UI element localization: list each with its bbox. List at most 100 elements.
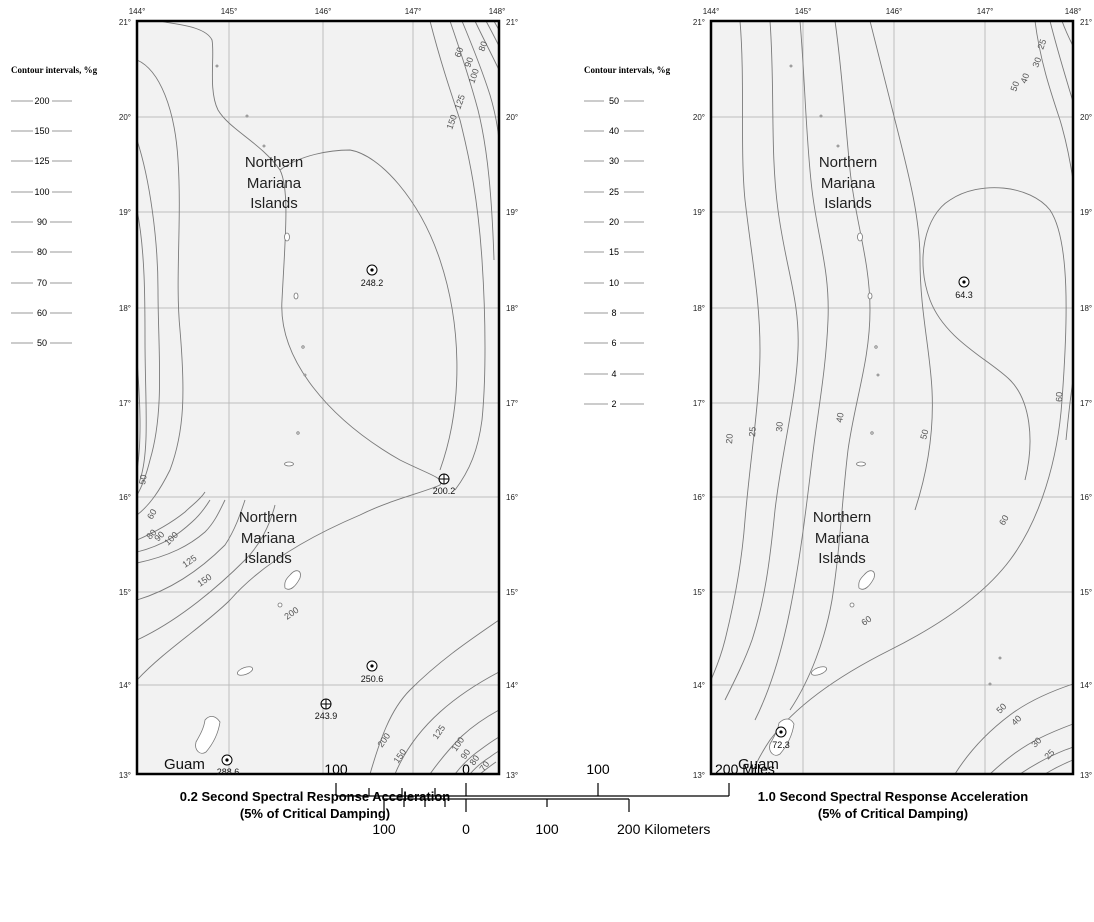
legend-title: Contour intervals, %g — [584, 65, 671, 75]
lon-tick: 145° — [221, 7, 238, 16]
legend-value: 20 — [609, 217, 619, 227]
scale-miles-label: 100 — [324, 761, 348, 777]
site-value: 64.3 — [955, 290, 973, 300]
lon-tick: 148° — [1065, 7, 1082, 16]
lat-tick: 13° — [119, 771, 131, 780]
lat-tick: 18° — [1080, 304, 1092, 313]
lat-tick: 13° — [693, 771, 705, 780]
islands — [195, 64, 307, 754]
lat-tick: 18° — [693, 304, 705, 313]
place-label-northern-mariana: Northern — [819, 154, 877, 171]
legend-value: 50 — [37, 338, 47, 348]
place-label-northern-mariana: Islands — [818, 550, 866, 567]
lat-tick: 20° — [119, 113, 131, 122]
scale-km-label: 100 — [535, 821, 559, 837]
scale-miles-label: 0 — [462, 761, 470, 777]
contour-label: 80 — [467, 753, 481, 767]
site-marker: 248.2 — [361, 264, 383, 288]
contour-label: 100 — [466, 67, 481, 85]
lat-tick: 14° — [119, 681, 131, 690]
legend-value: 40 — [609, 126, 619, 136]
site-marker: 243.9 — [315, 698, 338, 721]
legend-value: 200 — [34, 96, 49, 106]
lat-tick: 17° — [506, 399, 518, 408]
lat-tick: 21° — [1080, 18, 1092, 27]
lon-tick: 146° — [886, 7, 903, 16]
lat-tick: 20° — [1080, 113, 1092, 122]
lat-tick: 16° — [693, 493, 705, 502]
contour-label: 30 — [774, 421, 785, 432]
scale-km-label: 200 Kilometers — [617, 821, 710, 837]
lat-tick: 15° — [693, 588, 705, 597]
lat-tick: 14° — [693, 681, 705, 690]
contour-label: 60 — [145, 507, 159, 521]
place-label-northern-mariana: Islands — [824, 195, 872, 212]
place-label-northern-mariana: Islands — [244, 550, 292, 567]
map-caption: 0.2 Second Spectral Response Acceleratio… — [180, 789, 451, 804]
site-marker: 250.6 — [361, 660, 383, 684]
site-value: 72.3 — [772, 740, 790, 750]
legend-value: 2 — [611, 399, 616, 409]
lat-tick: 17° — [119, 399, 131, 408]
legend-value: 70 — [37, 278, 47, 288]
contour-label: 150 — [444, 113, 459, 131]
legend-title: Contour intervals, %g — [11, 65, 98, 75]
map-background — [711, 21, 1073, 774]
scale-miles-label: 100 — [586, 761, 610, 777]
legend-value: 6 — [611, 338, 616, 348]
site-value: 243.9 — [315, 711, 338, 721]
map-caption: 1.0 Second Spectral Response Acceleratio… — [758, 789, 1029, 804]
contour-labels: 25 30 40 50 20 25 30 40 50 60 60 60 50 4… — [724, 38, 1064, 762]
legend-value: 25 — [609, 187, 619, 197]
contour-label: 90 — [458, 747, 472, 761]
graticule — [137, 21, 499, 774]
contour-legend: Contour intervals, %g 50 40 30 25 20 15 … — [584, 65, 671, 409]
contour-label: 60 — [859, 614, 873, 628]
legend-value: 100 — [34, 187, 49, 197]
place-label-northern-mariana: Northern — [813, 509, 871, 526]
contour-label: 50 — [137, 474, 149, 486]
place-label-northern-mariana: Islands — [250, 195, 298, 212]
lat-tick: 16° — [506, 493, 518, 502]
legend-value: 60 — [37, 308, 47, 318]
contour-label: 30 — [1030, 56, 1043, 69]
contour-label: 60 — [452, 46, 465, 59]
contour-label: 25 — [747, 426, 758, 437]
map-background — [137, 21, 499, 774]
contour-label: 70 — [477, 759, 491, 773]
scale-km-label: 0 — [462, 821, 470, 837]
legend-value: 90 — [37, 217, 47, 227]
lat-tick: 18° — [506, 304, 518, 313]
lat-tick: 21° — [119, 18, 131, 27]
lat-tick: 18° — [119, 304, 131, 313]
lon-tick: 147° — [977, 7, 994, 16]
lat-tick: 16° — [1080, 493, 1092, 502]
lat-tick: 15° — [1080, 588, 1092, 597]
lon-tick: 146° — [315, 7, 332, 16]
map-frame — [709, 19, 1075, 776]
legend-value: 30 — [609, 156, 619, 166]
contour-label: 50 — [918, 428, 930, 440]
lat-tick: 19° — [693, 208, 705, 217]
contour-label: 60 — [997, 513, 1011, 527]
lat-tick: 17° — [1080, 399, 1092, 408]
lat-tick: 21° — [693, 18, 705, 27]
lat-tick: 13° — [506, 771, 518, 780]
map-long-period: 144° 145° 146° 147° 148° 21° 20° 19° 18°… — [693, 7, 1092, 821]
scale-miles-label: 200 Miles — [715, 761, 775, 777]
legend-value: 80 — [37, 247, 47, 257]
contour-label: 25 — [1035, 38, 1048, 51]
lat-tick: 20° — [506, 113, 518, 122]
site-marker: 288.6 — [217, 754, 239, 777]
lat-tick: 15° — [119, 588, 131, 597]
place-label-northern-mariana: Mariana — [821, 175, 876, 192]
lat-tick: 19° — [506, 208, 518, 217]
place-label-guam: Guam — [738, 756, 779, 773]
contour-label: 80 — [476, 40, 489, 53]
legend-value: 10 — [609, 278, 619, 288]
contour-label: 90 — [462, 56, 475, 69]
lat-tick: 19° — [1080, 208, 1092, 217]
contour-label: 40 — [834, 412, 846, 424]
lat-tick: 14° — [506, 681, 518, 690]
